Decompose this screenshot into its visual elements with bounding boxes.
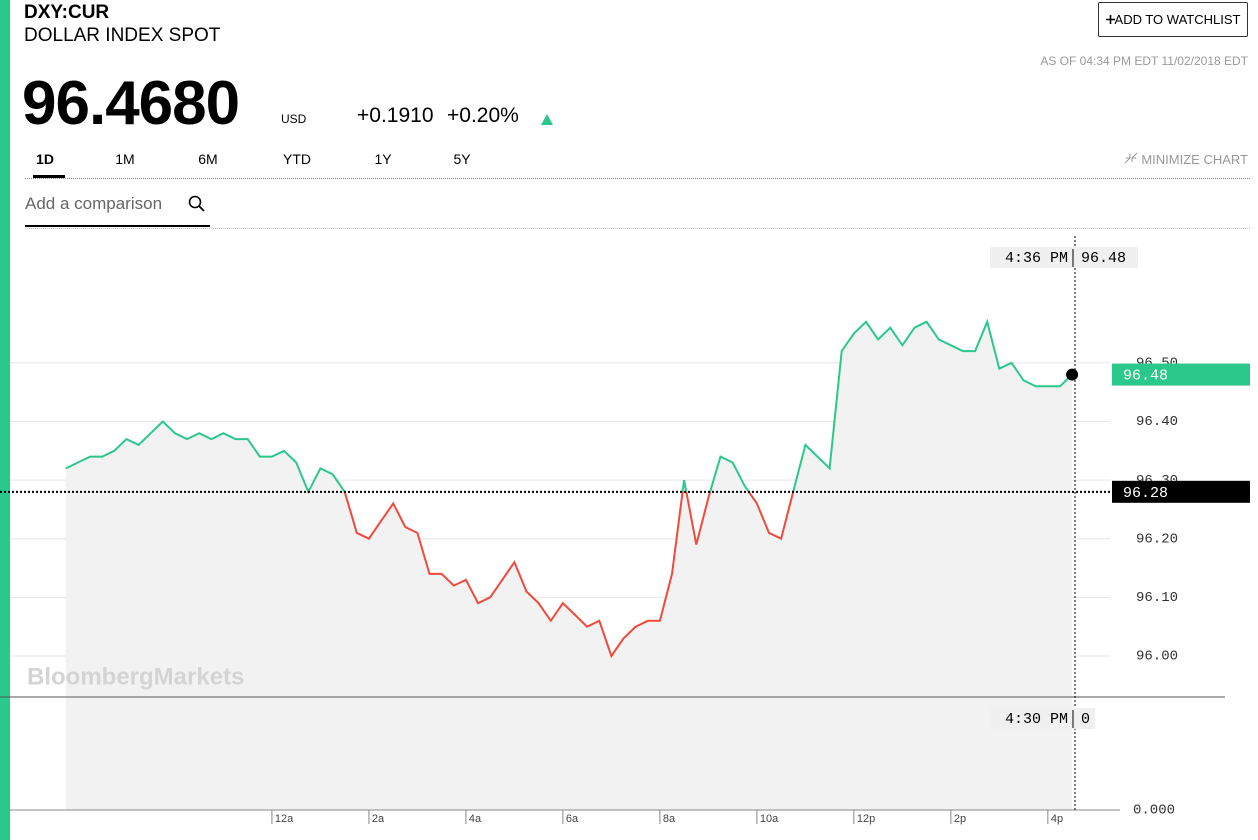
current-value-label: 96.48 xyxy=(1123,368,1168,385)
x-tick-label: 12a xyxy=(275,813,294,825)
crosshair-tag xyxy=(990,247,1138,268)
current-point xyxy=(1066,368,1079,381)
y-tick-label: 96.00 xyxy=(1136,649,1178,665)
volume-crosshair-tag xyxy=(990,708,1095,729)
y-tick-label: 96.20 xyxy=(1136,531,1178,547)
price: 96.4680 xyxy=(22,69,240,138)
tab-divider xyxy=(25,178,1250,179)
chart-top-divider xyxy=(25,228,1250,229)
add-to-watchlist-button[interactable]: ADD TO WATCHLIST xyxy=(1098,2,1248,37)
x-tick-label: 8a xyxy=(663,813,676,825)
change: +0.1910 xyxy=(357,104,434,127)
watermark: BloombergMarkets xyxy=(27,663,244,690)
price-line-down xyxy=(307,491,795,659)
minimize-icon xyxy=(1124,152,1138,164)
x-tick-label: 2a xyxy=(372,813,385,825)
plus-icon xyxy=(1105,15,1115,24)
range-tab[interactable]: 1M xyxy=(115,151,135,167)
x-tick-label: 12p xyxy=(857,813,875,825)
x-tick-label: 4a xyxy=(469,813,482,825)
crosshair-value: 96.48 xyxy=(1081,250,1126,267)
range-tab[interactable]: 5Y xyxy=(453,151,471,167)
active-tab-underline xyxy=(33,175,65,178)
up-arrow xyxy=(541,114,553,125)
y-tick-label: 96.40 xyxy=(1136,414,1178,430)
range-tab[interactable]: 6M xyxy=(198,151,218,167)
button-label: ADD TO WATCHLIST xyxy=(1114,12,1241,27)
accent-stripe xyxy=(0,0,10,840)
previous-close-label: 96.28 xyxy=(1123,485,1168,502)
minimize-chart[interactable]: MINIMIZE CHART xyxy=(1124,152,1248,167)
currency: USD xyxy=(281,112,307,126)
x-tick-label: 4p xyxy=(1051,813,1063,825)
comparison-input[interactable]: Add a comparison xyxy=(25,194,163,213)
previous-close-tag xyxy=(1112,480,1250,503)
range-tab[interactable]: 1D xyxy=(36,151,54,167)
volume-tick-label: 0.000 xyxy=(1133,803,1175,819)
x-tick-label: 2p xyxy=(954,813,966,825)
current-value-tag xyxy=(1112,363,1250,386)
instrument-name: DOLLAR INDEX SPOT xyxy=(24,25,221,46)
x-tick-label: 6a xyxy=(566,813,579,825)
range-tab[interactable]: YTD xyxy=(283,151,311,167)
as-of: AS OF 04:34 PM EDT 11/02/2018 EDT xyxy=(1040,54,1248,68)
volume-crosshair-time: 4:30 PM xyxy=(1005,711,1068,728)
volume-crosshair-value: 0 xyxy=(1081,711,1090,728)
search-icon[interactable] xyxy=(188,195,206,213)
minimize-label: MINIMIZE CHART xyxy=(1141,152,1248,167)
range-tab[interactable]: 1Y xyxy=(374,151,392,167)
symbol: DXY:CUR xyxy=(24,2,110,23)
comparison-underline xyxy=(25,225,210,227)
y-tick-label: 96.10 xyxy=(1136,590,1178,606)
price-line-up xyxy=(65,318,1073,492)
x-tick-label: 10a xyxy=(760,813,779,825)
change-pct: +0.20% xyxy=(447,104,519,127)
crosshair-time: 4:36 PM xyxy=(1005,250,1068,267)
price-area xyxy=(65,321,1073,810)
